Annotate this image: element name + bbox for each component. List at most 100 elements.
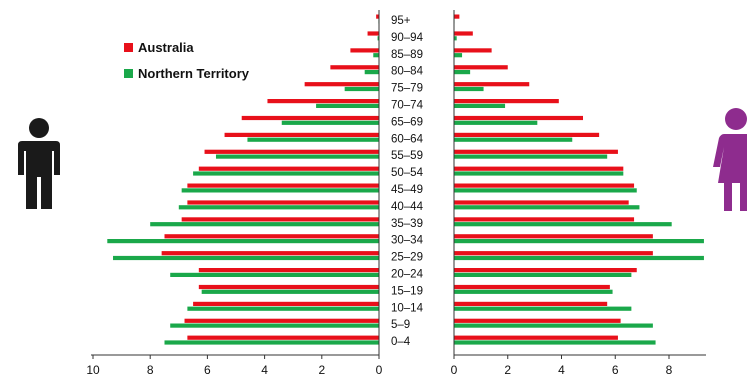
bar-left-australia bbox=[187, 200, 379, 205]
legend-label-northern-territory: Northern Territory bbox=[138, 66, 249, 81]
bar-right-australia bbox=[454, 48, 492, 53]
bar-left-australia bbox=[161, 251, 379, 256]
bar-left-northern-territory bbox=[193, 171, 379, 176]
bar-right-northern-territory bbox=[454, 306, 632, 311]
bar-left-northern-territory bbox=[344, 86, 379, 92]
bar-left-northern-territory bbox=[178, 205, 379, 210]
bar-left-northern-territory bbox=[113, 255, 380, 261]
x-tick-label-left: 0 bbox=[376, 363, 383, 377]
bar-left-northern-territory bbox=[364, 70, 379, 75]
bar-left-northern-territory bbox=[187, 306, 379, 311]
bar-right-australia bbox=[454, 115, 583, 121]
female-person-icon bbox=[713, 108, 747, 211]
age-group-label: 80–84 bbox=[391, 66, 424, 78]
age-group-label: 85–89 bbox=[391, 49, 423, 61]
x-tick-label-right: 0 bbox=[451, 363, 458, 377]
bar-left-australia bbox=[198, 284, 379, 290]
bar-right-northern-territory bbox=[454, 120, 538, 125]
age-group-label: 75–79 bbox=[391, 83, 423, 95]
bar-right-australia bbox=[454, 82, 530, 87]
bar-left-australia bbox=[304, 82, 379, 87]
bar-right-australia bbox=[454, 301, 608, 306]
bar-left-australia bbox=[198, 166, 379, 171]
age-group-label: 65–69 bbox=[391, 116, 423, 128]
bar-left-australia bbox=[350, 48, 379, 53]
bar-left-australia bbox=[241, 115, 379, 121]
age-group-label: 50–54 bbox=[391, 167, 424, 179]
bar-right-northern-territory bbox=[454, 222, 672, 227]
legend-label-australia: Australia bbox=[138, 40, 194, 55]
bar-left-northern-territory bbox=[164, 340, 379, 345]
bar-right-australia bbox=[454, 268, 637, 273]
bar-left-australia bbox=[198, 268, 379, 273]
bar-right-northern-territory bbox=[454, 70, 471, 75]
age-group-label: 95+ bbox=[391, 15, 411, 27]
x-tick-label-left: 10 bbox=[86, 363, 100, 377]
bar-right-northern-territory bbox=[454, 154, 608, 159]
bar-right-australia bbox=[454, 183, 635, 188]
bar-left-northern-territory bbox=[170, 323, 379, 328]
legend-swatch-northern-territory bbox=[124, 69, 133, 78]
bar-right-northern-territory bbox=[454, 36, 457, 41]
age-group-label: 90–94 bbox=[391, 32, 424, 44]
age-group-label: 20–24 bbox=[391, 269, 424, 281]
bar-right-northern-territory bbox=[454, 103, 506, 108]
age-group-label: 40–44 bbox=[391, 201, 424, 213]
x-tick-label-left: 4 bbox=[261, 363, 268, 377]
bar-right-australia bbox=[454, 132, 600, 137]
axes: 10 8 6 4 2 0 0 2 4 6 8 bbox=[86, 10, 706, 377]
bar-right-northern-territory bbox=[454, 340, 656, 345]
bar-right-australia bbox=[454, 149, 618, 154]
bar-left-northern-territory bbox=[316, 103, 379, 108]
bar-right-northern-territory bbox=[454, 255, 704, 261]
bar-right-australia bbox=[454, 318, 621, 323]
bar-right-australia bbox=[454, 166, 624, 171]
bar-right-northern-territory bbox=[454, 188, 637, 193]
age-group-label: 70–74 bbox=[391, 100, 424, 112]
x-tick-label-right: 4 bbox=[558, 363, 565, 377]
legend-item-northern-territory: Northern Territory bbox=[124, 66, 249, 81]
bar-right-northern-territory bbox=[454, 86, 484, 92]
bar-right-northern-territory bbox=[454, 323, 653, 328]
bar-right-australia bbox=[454, 234, 653, 239]
bar-left-northern-territory bbox=[281, 120, 379, 125]
bar-left-australia bbox=[267, 99, 379, 104]
bar-left-australia bbox=[164, 234, 379, 239]
x-tick-label-left: 6 bbox=[204, 363, 211, 377]
bar-right-northern-territory bbox=[454, 239, 704, 244]
bar-right-australia bbox=[454, 14, 460, 19]
age-group-label: 10–14 bbox=[391, 302, 424, 314]
age-group-labels: 0–4 5–9 10–14 15–19 20–24 25–29 30–34 35–39 40–4… bbox=[391, 15, 424, 348]
age-group-label: 45–49 bbox=[391, 184, 423, 196]
bar-left-northern-territory bbox=[247, 137, 379, 142]
bar-left-northern-territory bbox=[150, 222, 379, 227]
bar-right-northern-territory bbox=[454, 205, 640, 210]
age-group-label: 0–4 bbox=[391, 336, 411, 348]
bar-left-australia bbox=[376, 14, 379, 19]
x-tick-label-left: 2 bbox=[318, 363, 325, 377]
age-group-label: 25–29 bbox=[391, 252, 423, 264]
bar-left-australia bbox=[193, 301, 379, 306]
bar-right-australia bbox=[454, 335, 618, 340]
bar-right-australia bbox=[454, 217, 635, 222]
bar-left-northern-territory bbox=[170, 272, 379, 277]
bar-left-northern-territory bbox=[201, 289, 379, 294]
age-group-label: 35–39 bbox=[391, 218, 423, 230]
age-group-label: 15–19 bbox=[391, 285, 423, 297]
bar-right-northern-territory bbox=[454, 272, 632, 277]
bar-right-australia bbox=[454, 31, 473, 36]
bar-left-australia bbox=[367, 31, 379, 36]
x-tick-label-left: 8 bbox=[147, 363, 154, 377]
bar-left-australia bbox=[187, 183, 379, 188]
age-group-label: 5–9 bbox=[391, 319, 410, 331]
bar-right-australia bbox=[454, 65, 508, 70]
legend-swatch-australia bbox=[124, 43, 133, 52]
age-group-label: 60–64 bbox=[391, 133, 424, 145]
x-tick-label-right: 8 bbox=[666, 363, 673, 377]
male-person-icon bbox=[18, 118, 60, 209]
bar-left-northern-territory bbox=[107, 239, 380, 244]
x-tick-label-right: 6 bbox=[612, 363, 619, 377]
bar-right-australia bbox=[454, 200, 629, 205]
bar-right-northern-territory bbox=[454, 53, 463, 58]
